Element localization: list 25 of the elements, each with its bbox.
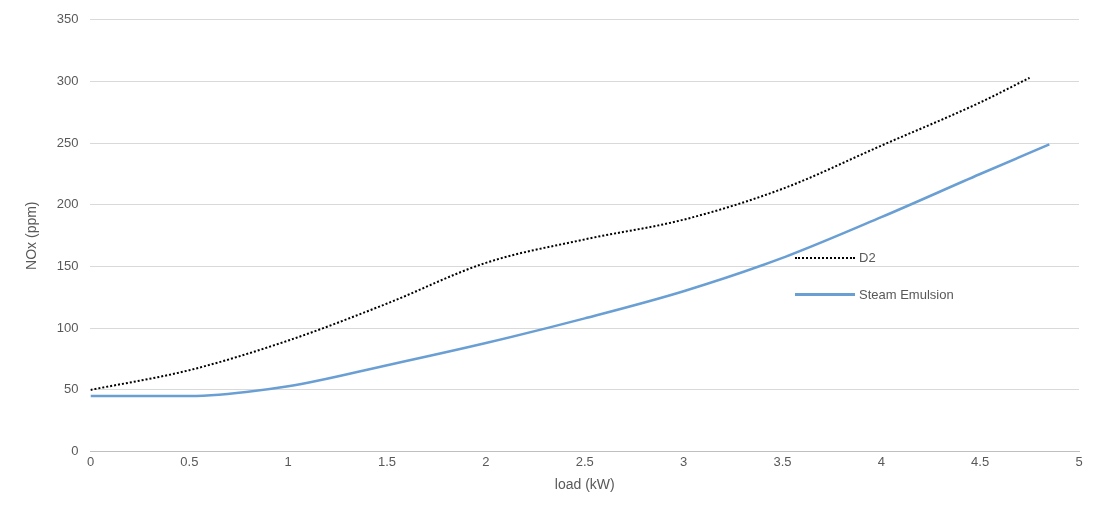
x-tick-label: 5 — [1075, 453, 1083, 469]
x-tick-label: 1 — [284, 453, 292, 469]
y-tick-label: 350 — [56, 11, 79, 27]
x-tick-label: 4 — [877, 453, 885, 469]
y-tick-label: 50 — [64, 381, 79, 397]
legend-label: Steam Emulsion — [859, 287, 954, 302]
x-tick-label: 2 — [482, 453, 490, 469]
x-tick-label: 1.5 — [378, 453, 397, 469]
x-axis-title: load (kW) — [554, 476, 615, 493]
x-tick-label: 3.5 — [773, 453, 792, 469]
x-tick-label: 3 — [679, 453, 688, 469]
x-tick-label: 0 — [86, 453, 95, 469]
y-tick-label: 300 — [56, 73, 79, 89]
y-axis-title: NOx (ppm) — [23, 201, 40, 270]
line-series — [90, 143, 1051, 398]
line-series — [90, 76, 1031, 391]
y-tick-label: 200 — [56, 196, 79, 212]
y-tick-label: 100 — [56, 319, 79, 335]
y-tick-label: 0 — [71, 443, 79, 459]
x-tick-label: 2.5 — [575, 453, 594, 469]
x-tick-label: 0.5 — [180, 453, 199, 469]
y-tick-label: 250 — [56, 134, 79, 150]
x-tick-label: 4.5 — [971, 453, 990, 469]
y-tick-label: 150 — [56, 258, 79, 274]
legend-label: D2 — [859, 250, 876, 265]
